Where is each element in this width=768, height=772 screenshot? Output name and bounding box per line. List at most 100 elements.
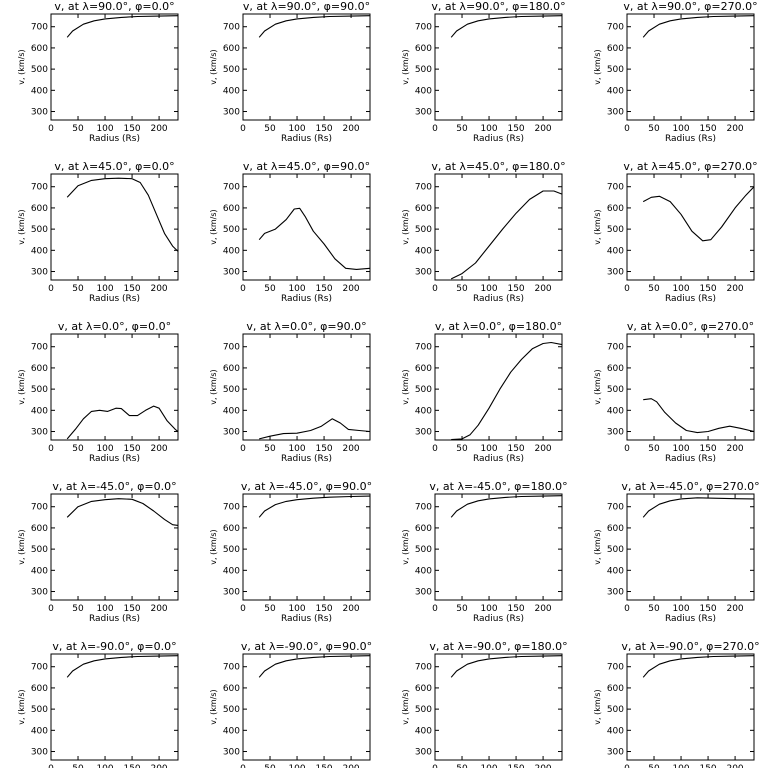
y-tick-label: 400 [223,246,240,256]
x-tick-label: 100 [480,124,497,134]
x-tick-label: 100 [288,284,305,294]
panel-8: v, at λ=45.0°, φ=270.0° 0 50 100 150 200 300 40… [593,160,758,304]
x-tick-label: 100 [288,604,305,614]
x-tick-label: 200 [150,284,167,294]
panel-title: v, at λ=-45.0°, φ=270.0° [621,480,759,493]
y-tick-label: 600 [31,44,48,54]
panel-title: v, at λ=0.0°, φ=180.0° [435,320,562,333]
plot-frame [242,173,371,281]
x-tick-label: 100 [288,124,305,134]
y-tick-label: 600 [223,684,240,694]
x-axis-label: Radius (Rs) [281,454,332,464]
x-tick-label: 100 [672,604,689,614]
y-axis-label: v, (km/s) [17,369,26,404]
x-tick-label: 150 [315,444,332,454]
x-tick-label: 0 [624,444,630,454]
plot-frame [626,493,755,601]
y-tick-label: 500 [415,65,432,75]
panel-title: v, at λ=0.0°, φ=90.0° [246,320,366,333]
x-axis-label: Radius (Rs) [665,454,716,464]
x-tick-label: 200 [342,604,359,614]
y-tick-label: 600 [31,524,48,534]
panel-1: v, at λ=90.0°, φ=0.0° 0 50 100 150 200 300 400 5… [17,0,179,144]
y-tick-label: 300 [223,108,240,118]
x-tick-label: 200 [342,284,359,294]
y-tick-label: 500 [415,545,432,555]
panel-15: v, at λ=-45.0°, φ=180.0° 0 50 100 150 200 300 4… [401,480,568,624]
x-tick-label: 150 [123,124,140,134]
x-tick-label: 150 [507,444,524,454]
y-tick-label: 700 [31,23,48,33]
x-tick-label: 200 [534,444,551,454]
y-tick-label: 400 [415,246,432,256]
series-line [450,15,563,38]
x-tick-label: 0 [432,444,438,454]
x-tick-label: 50 [456,284,468,294]
x-tick-label: 150 [315,124,332,134]
x-tick-label: 100 [96,764,113,768]
panel-9: v, at λ=0.0°, φ=0.0° 0 50 100 150 200 300 400 50… [17,320,179,464]
y-tick-label: 300 [607,428,624,438]
y-axis-label: v, (km/s) [593,689,602,724]
x-tick-label: 200 [150,124,167,134]
y-tick-label: 300 [607,748,624,758]
y-tick-label: 300 [415,748,432,758]
x-tick-label: 150 [507,604,524,614]
y-axis-label: v, (km/s) [209,49,218,84]
y-tick-label: 600 [415,684,432,694]
panel-title: v, at λ=0.0°, φ=270.0° [627,320,754,333]
y-tick-label: 400 [415,86,432,96]
y-tick-label: 300 [31,748,48,758]
x-tick-label: 100 [480,444,497,454]
y-tick-label: 300 [31,268,48,278]
y-tick-label: 500 [223,225,240,235]
series-line [258,207,371,270]
y-tick-label: 400 [607,86,624,96]
x-tick-label: 50 [648,444,660,454]
y-axis-label: v, (km/s) [209,209,218,244]
x-axis-label: Radius (Rs) [665,134,716,144]
y-tick-label: 700 [31,503,48,513]
x-tick-label: 200 [342,764,359,768]
y-axis-label: v, (km/s) [209,529,218,564]
x-tick-label: 50 [264,764,276,768]
x-tick-label: 200 [726,444,743,454]
panel-19: v, at λ=-90.0°, φ=180.0° 0 50 100 150 200 300 4… [401,640,568,772]
y-tick-label: 500 [607,225,624,235]
y-tick-label: 500 [31,705,48,715]
y-tick-label: 700 [415,183,432,193]
y-tick-label: 400 [31,726,48,736]
y-axis-label: v, (km/s) [17,689,26,724]
plot-frame [242,493,371,601]
x-tick-label: 50 [648,124,660,134]
series-line [642,655,755,678]
y-axis-label: v, (km/s) [17,529,26,564]
x-tick-label: 200 [150,444,167,454]
y-axis-label: v, (km/s) [401,689,410,724]
panel-title: v, at λ=-45.0°, φ=180.0° [429,480,567,493]
series-line [66,655,179,678]
x-tick-label: 0 [432,764,438,768]
x-tick-label: 50 [72,604,84,614]
series-line [642,497,755,518]
y-tick-label: 700 [607,343,624,353]
x-tick-label: 150 [507,284,524,294]
y-tick-label: 300 [223,588,240,598]
series-line [258,655,371,678]
series-line [642,15,755,38]
series-line [66,405,179,440]
plot-frame [50,493,179,601]
panel-title: v, at λ=45.0°, φ=90.0° [243,160,370,173]
plot-frame [242,333,371,441]
x-tick-label: 0 [240,764,246,768]
series-line [642,186,755,242]
panel-title: v, at λ=90.0°, φ=90.0° [243,0,370,13]
x-tick-label: 0 [48,604,54,614]
y-tick-label: 400 [607,726,624,736]
series-line [66,498,179,526]
plot-frame [434,333,563,441]
panel-title: v, at λ=-90.0°, φ=180.0° [429,640,567,653]
x-tick-label: 100 [672,124,689,134]
y-tick-label: 700 [223,503,240,513]
y-tick-label: 600 [223,44,240,54]
